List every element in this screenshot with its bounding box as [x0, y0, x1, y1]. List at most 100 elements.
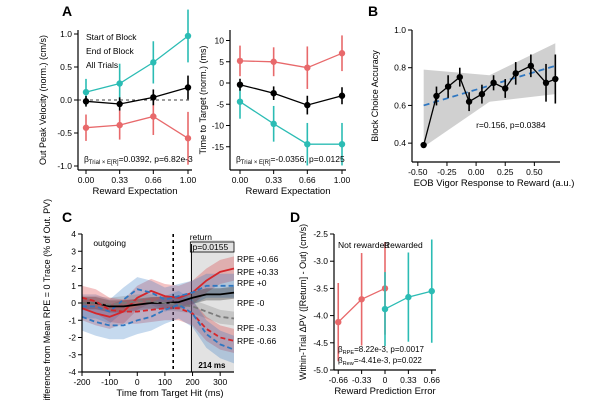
y-tick-label: -4	[68, 367, 76, 377]
series-end-of-block-point	[236, 98, 244, 105]
ci-ribbon-rpe-0-66	[82, 290, 234, 364]
series-not-rewarded-point	[358, 296, 365, 303]
series-start-of-block-point	[184, 135, 192, 142]
stat-annotation-rew-value: =-4.41e-3, p=0.022	[354, 356, 423, 365]
x-tick-label: 0.66	[423, 375, 440, 385]
x-tick-label: 0	[383, 375, 388, 385]
series-start-of-block-point	[82, 124, 90, 131]
series-start-of-block-point	[116, 121, 123, 129]
panel-d-delta-pv: -5.0 -4.5 -4.0 -3.5 -3.0 -2.5 -0.66 -0.33 0 0.33 0…	[298, 224, 440, 397]
y-tick-label: -3.0	[313, 256, 328, 266]
stat-annotation-symbol: β	[236, 154, 241, 164]
series-all-trials-point	[304, 101, 311, 109]
panel-letter-b: B	[368, 3, 378, 19]
stat-annotation-symbol: β	[84, 154, 89, 164]
accuracy-point	[512, 70, 519, 77]
x-tick-label: -0.25	[437, 167, 457, 177]
series-end-of-block-line	[239, 101, 342, 145]
accuracy-point	[552, 75, 559, 83]
y-axis-title: Within-Trial ΔPV ([Return] - Out) (cm/s)	[298, 224, 308, 380]
y-axis-title: Time to Target (norm.) (ms)	[198, 45, 208, 154]
x-tick-label: 0.66	[299, 175, 316, 185]
series-end-of-block-line	[85, 35, 189, 93]
legend-entry-all: All Trials	[86, 60, 118, 70]
accuracy-point	[527, 62, 535, 70]
x-tick-label: 0.33	[400, 375, 417, 385]
panel-letter-d: D	[290, 209, 300, 225]
y-tick-label: 1.0	[394, 25, 406, 35]
y-tick-label: 0	[71, 298, 76, 308]
y-tick-label: 0	[219, 78, 224, 88]
trace-rpe-0-33	[81, 296, 235, 342]
x-axis-title: Reward Expectation	[245, 186, 330, 197]
accuracy-point	[433, 92, 440, 100]
accuracy-point	[478, 90, 486, 98]
series-start-of-block-point	[304, 64, 311, 71]
stat-annotation-rew-symbol: β	[338, 356, 343, 365]
x-tick-label: 0.33	[265, 175, 282, 185]
y-tick-label: -15	[212, 142, 225, 152]
series-end-of-block-point	[270, 120, 277, 128]
phase-label-outgoing: outgoing	[93, 238, 126, 248]
x-axis-title: Reward Expectation	[92, 186, 177, 197]
stat-annotation-rew-subscript: Rew	[343, 361, 355, 367]
phase-label-return: return	[190, 232, 212, 242]
confidence-band	[423, 43, 556, 147]
y-tick-label: -4.0	[313, 311, 328, 321]
accuracy-point	[420, 141, 427, 149]
trace-rpe-0	[82, 300, 235, 320]
series-rewarded-point	[405, 293, 412, 301]
series-all-trials-point	[150, 94, 157, 101]
y-tick-label: -2.5	[313, 229, 328, 239]
x-tick-label: -200	[73, 377, 90, 387]
y-tick-label: -2	[68, 333, 76, 343]
y-tick-label: 0.0	[60, 95, 72, 105]
x-tick-label: 0.00	[78, 175, 95, 185]
trace-rpe-0-33	[82, 284, 234, 313]
series-end-of-block-point	[82, 88, 90, 96]
x-tick-label: 0.66	[145, 175, 162, 185]
y-axis-title: Difference from Mean RPE = 0 Trace (% of…	[42, 199, 52, 400]
p-value-box	[189, 241, 235, 253]
series-end-of-block-point	[184, 32, 192, 40]
accuracy-point	[490, 79, 497, 87]
x-tick-label: 100	[158, 377, 172, 387]
accuracy-point	[542, 79, 550, 87]
accuracy-point	[456, 73, 463, 81]
series-all-trials-point	[116, 100, 123, 108]
y-tick-label: 10	[215, 36, 225, 46]
y-tick-label: -5.0	[313, 365, 328, 375]
x-tick-label: -100	[101, 377, 118, 387]
x-tick-label: 1.00	[180, 175, 197, 185]
series-all-trials-point	[338, 92, 346, 99]
x-axis-title: EOB Vigor Response to Reward (a.u.)	[414, 178, 575, 189]
series-end-of-block-point	[304, 141, 311, 148]
accuracy-point	[444, 83, 452, 90]
y-tick-label: -5	[216, 99, 224, 109]
series-rewarded-point	[381, 305, 389, 313]
regression-fit-line	[423, 64, 556, 107]
legend-entry-not-rewarded: Not rewarded	[338, 240, 389, 250]
series-all-trials-point	[82, 98, 90, 105]
trace-label-rpe-0-33: RPE +0.33	[237, 267, 279, 277]
series-start-of-block-point	[236, 57, 244, 65]
x-axis-title: Reward Prediction Error	[334, 386, 435, 397]
y-tick-label: 0.8	[394, 63, 406, 73]
trace-rpe-0-66	[81, 303, 235, 351]
series-not-rewarded-point	[335, 318, 342, 326]
series-start-of-block-point	[338, 50, 346, 57]
x-tick-label: -0.50	[408, 167, 428, 177]
legend-entry-start: Start of Block	[86, 32, 137, 42]
x-tick-label: 0.33	[111, 175, 128, 185]
y-tick-label: -4.5	[313, 338, 328, 348]
x-tick-label: 1.00	[334, 175, 351, 185]
cluster-p-value: p=0.0155	[193, 242, 229, 252]
stat-annotation-rpe-symbol: β	[338, 345, 343, 354]
stat-annotation-rpe-subscript: RPE	[343, 350, 355, 356]
stat-annotation-value: =-0.0356, p=0.0125	[271, 154, 345, 164]
y-tick-label: -0.5	[57, 128, 72, 138]
series-all-trials-line	[85, 86, 189, 105]
trace-label-rpe-0-33: RPE -0.33	[237, 323, 276, 333]
y-tick-label: 4	[71, 229, 76, 239]
accuracy-point	[465, 98, 473, 105]
